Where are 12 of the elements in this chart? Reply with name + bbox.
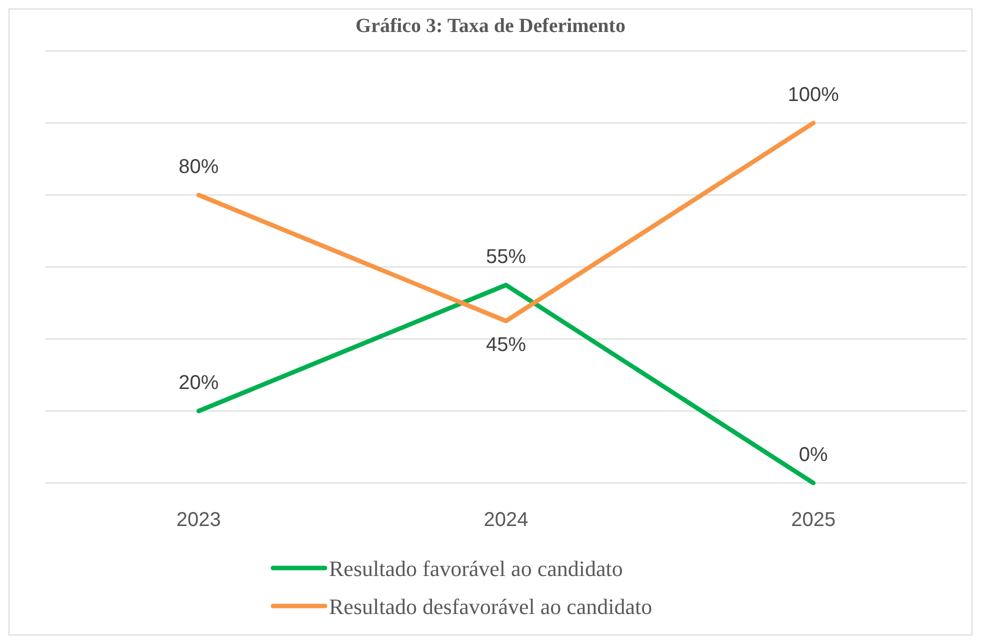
legend-label: Resultado favorável ao candidato <box>329 556 623 581</box>
data-label: 55% <box>486 246 526 268</box>
chart-title: Gráfico 3: Taxa de Deferimento <box>356 15 626 37</box>
legend-label: Resultado desfavorável ao candidato <box>329 594 652 619</box>
data-label: 80% <box>178 156 219 178</box>
x-tick-label: 2025 <box>791 509 836 531</box>
data-label: 45% <box>486 334 526 356</box>
x-tick-label: 2024 <box>484 509 528 531</box>
data-label: 20% <box>178 372 219 394</box>
x-tick-label: 2023 <box>176 509 221 531</box>
data-label: 0% <box>798 444 828 466</box>
data-label: 100% <box>788 84 840 106</box>
